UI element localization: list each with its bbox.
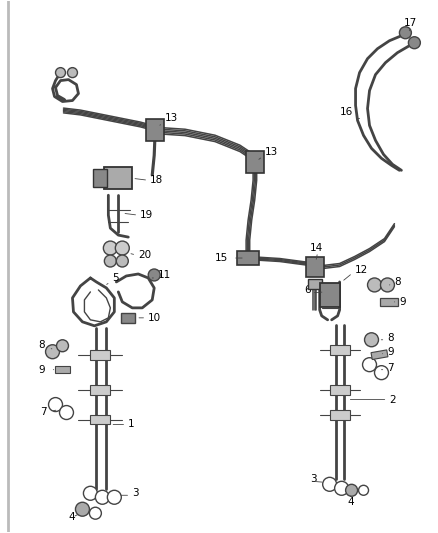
Text: 12: 12 (355, 265, 368, 275)
Text: 1: 1 (128, 419, 135, 430)
Text: 9: 9 (39, 365, 45, 375)
Bar (237, 251, 259, 265)
Circle shape (374, 366, 389, 379)
Circle shape (107, 490, 121, 504)
Bar (306, 257, 324, 277)
Text: 16: 16 (339, 108, 353, 117)
Bar (246, 151, 264, 173)
Bar (330, 345, 350, 355)
Text: 9: 9 (399, 297, 406, 307)
Bar (104, 167, 132, 189)
Text: 4: 4 (68, 512, 75, 522)
Text: 7: 7 (388, 362, 394, 373)
Text: 7: 7 (41, 407, 47, 416)
Circle shape (103, 241, 117, 255)
Text: 3: 3 (310, 474, 316, 484)
Circle shape (381, 278, 395, 292)
Text: 4: 4 (348, 497, 354, 507)
Text: 13: 13 (265, 147, 278, 157)
Text: 2: 2 (389, 394, 396, 405)
Bar (90, 385, 110, 394)
Bar (121, 313, 135, 323)
Circle shape (57, 340, 68, 352)
Bar (146, 119, 164, 141)
Text: 6: 6 (305, 285, 311, 295)
Text: 5: 5 (112, 273, 119, 283)
Bar (90, 350, 110, 360)
Circle shape (115, 241, 129, 255)
Bar (54, 366, 71, 373)
Circle shape (75, 502, 89, 516)
Text: 17: 17 (403, 18, 417, 28)
Circle shape (117, 255, 128, 267)
Text: 3: 3 (132, 488, 139, 498)
Circle shape (67, 68, 78, 78)
Circle shape (49, 398, 63, 411)
Text: 8: 8 (388, 333, 394, 343)
Circle shape (323, 478, 337, 491)
Circle shape (367, 278, 381, 292)
Text: 9: 9 (388, 347, 394, 357)
Circle shape (60, 406, 74, 419)
Text: 15: 15 (215, 253, 228, 263)
Circle shape (148, 269, 160, 281)
Text: 8: 8 (395, 277, 401, 287)
Circle shape (46, 345, 60, 359)
Text: 14: 14 (310, 243, 323, 253)
Bar (381, 298, 399, 306)
Circle shape (104, 255, 117, 267)
Circle shape (335, 481, 349, 495)
Text: 8: 8 (39, 340, 45, 350)
Circle shape (399, 27, 411, 39)
Text: 19: 19 (140, 210, 153, 220)
Circle shape (89, 507, 101, 519)
Circle shape (363, 358, 377, 372)
Text: 20: 20 (138, 250, 152, 260)
Bar (330, 409, 350, 419)
Text: 11: 11 (158, 270, 171, 280)
Bar (90, 415, 110, 424)
Circle shape (408, 37, 420, 49)
Text: 10: 10 (148, 313, 161, 323)
Circle shape (359, 486, 368, 495)
Bar (330, 385, 350, 394)
Bar (308, 279, 321, 289)
Text: 18: 18 (150, 175, 163, 185)
Text: 13: 13 (165, 114, 178, 124)
Circle shape (95, 490, 110, 504)
Bar (93, 169, 107, 187)
Circle shape (83, 486, 97, 500)
Bar (371, 350, 388, 360)
Circle shape (364, 333, 378, 347)
Circle shape (346, 484, 357, 496)
Bar (320, 283, 339, 307)
Circle shape (56, 68, 66, 78)
